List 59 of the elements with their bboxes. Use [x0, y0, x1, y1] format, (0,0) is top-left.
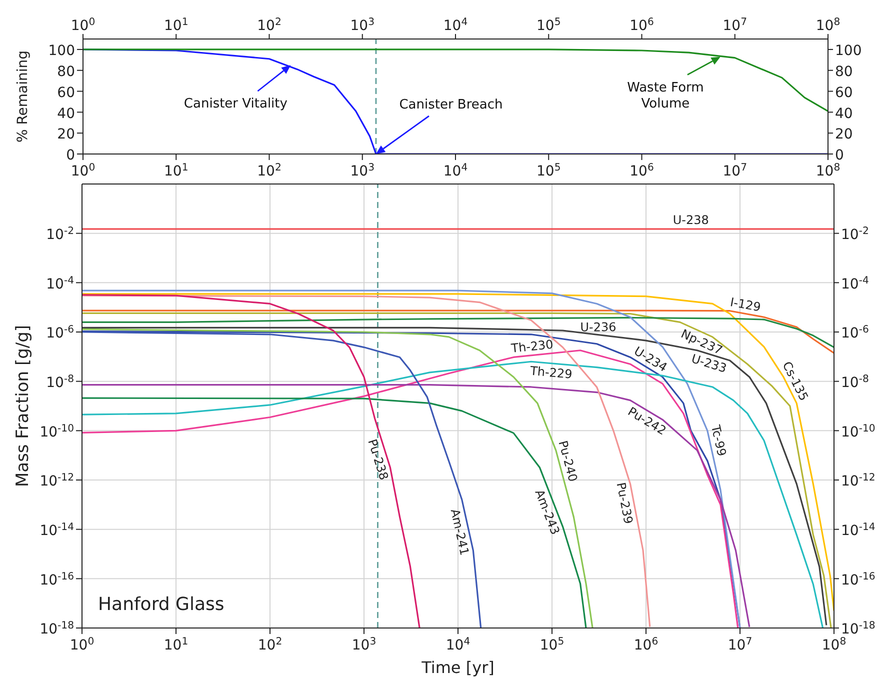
x-tick-label: 10$^{1}$	[164, 16, 188, 34]
annotation: U-238	[672, 213, 709, 228]
annotation: Pu-240	[556, 439, 580, 484]
y-axis-title: % Remaining	[14, 50, 31, 143]
y-tick-label: 10$^{-6}$	[841, 324, 869, 342]
annotation: Pu-238	[365, 438, 392, 482]
annotation: Hanford Glass	[98, 594, 224, 615]
text: 10$^{4}$	[443, 162, 468, 180]
y-tick-label: 100	[48, 43, 75, 60]
y-tick-label: 0	[66, 148, 75, 164]
y-tick-label: 20	[57, 126, 75, 143]
x-tick-label: 10$^{3}$	[350, 16, 374, 34]
annotation: Canister Vitality	[184, 96, 288, 112]
text: 10$^{1}$	[164, 162, 188, 180]
x-tick-label: 10$^{2}$	[258, 636, 282, 654]
annotation: U-236	[580, 320, 616, 334]
y-tick-label: 10$^{-14}$	[841, 521, 876, 539]
x-tick-label: 10$^{4}$	[446, 636, 470, 654]
text: 10$^{3}$	[350, 162, 374, 180]
x-tick-label: 10$^{8}$	[822, 636, 846, 654]
x-tick-label: 10$^{3}$	[352, 636, 376, 654]
text: 10$^{6}$	[630, 162, 654, 180]
x-tick-label: 10$^{7}$	[722, 16, 747, 34]
x-tick-label: 10$^{8}$	[816, 16, 840, 34]
text: 10$^{0}$	[70, 162, 96, 180]
annotation: Pu-239	[614, 481, 636, 526]
ref-line-label: Canister Breach	[399, 98, 503, 113]
y-tick-label: 40	[57, 106, 75, 122]
x-tick-label: 10$^{1}$	[164, 636, 188, 654]
y-axis-title: Mass Fraction [g/g]	[12, 324, 33, 488]
x-tick-label: 10$^{6}$	[634, 636, 658, 654]
y-tick-label: 10$^{-10}$	[841, 422, 876, 440]
annotation: Th-230	[510, 337, 554, 356]
y-tick-label: 10$^{-12}$	[841, 472, 876, 490]
y-tick-label: 10$^{-8}$	[841, 373, 869, 391]
annotation: Th-229	[528, 364, 573, 382]
x-tick-label: 10$^{7}$	[728, 636, 752, 654]
y-tick-label: 60	[57, 84, 75, 101]
text: 10$^{5}$	[536, 162, 561, 180]
x-tick-label: 10$^{6}$	[630, 16, 654, 34]
x-tick-label: 10$^{0}$	[70, 16, 96, 34]
y-tick-label: 10$^{-4}$	[841, 274, 869, 292]
x-tick-label: 10$^{0}$	[70, 636, 94, 654]
x-tick-label: 10$^{5}$	[540, 636, 564, 654]
x-tick-label: 10$^{4}$	[443, 16, 468, 34]
x-tick-label: 10$^{2}$	[257, 16, 282, 34]
annotation: Tc-99	[708, 422, 729, 458]
text: 10$^{8}$	[816, 162, 840, 180]
annotation: Am-241	[448, 508, 472, 557]
annotation: Waste Form Volume	[627, 80, 704, 112]
text: 10$^{7}$	[722, 162, 747, 180]
y-tick-label: 80	[57, 64, 75, 80]
x-axis-title: Time [yr]	[420, 658, 494, 677]
text: 10$^{2}$	[257, 162, 282, 180]
y-tick-label: 10$^{-16}$	[841, 570, 876, 588]
y-tick-label: 10$^{-2}$	[841, 225, 869, 243]
x-tick-label: 10$^{5}$	[536, 16, 561, 34]
y-tick-label: 10$^{-18}$	[841, 620, 876, 638]
annotation: I-129	[729, 295, 762, 314]
